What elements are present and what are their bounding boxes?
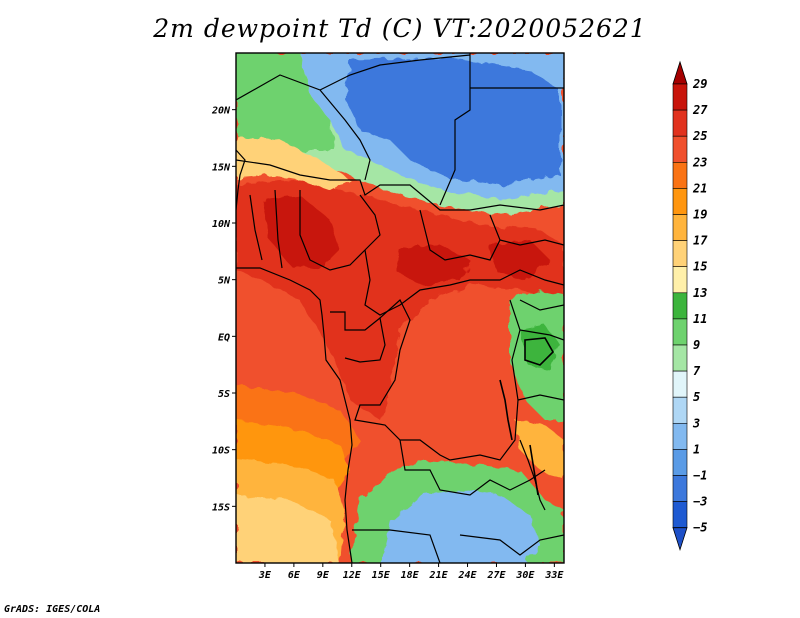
field-green-northwest xyxy=(236,53,335,150)
colorbar-segment xyxy=(672,266,688,294)
lon-tick-label: 18E xyxy=(401,570,420,581)
border-algeria xyxy=(236,74,371,181)
lat-tick-label: EQ xyxy=(218,332,230,343)
lon-tick-label: 27E xyxy=(486,570,506,581)
border-nigeria xyxy=(299,190,381,271)
latitude-axis: 20N 15N 10N 5N EQ 5S 10S 15S xyxy=(211,106,236,513)
colorbar-label: 9 xyxy=(693,338,700,352)
colorbar-label: 7 xyxy=(693,364,701,378)
field-south-dry-blue xyxy=(380,490,540,563)
colorbar-label: 17 xyxy=(693,234,708,248)
lon-tick-label: 15E xyxy=(372,570,391,581)
lon-tick-label: 6E xyxy=(288,570,301,581)
colorbar-label: 5 xyxy=(693,390,700,404)
colorbar-segment xyxy=(672,344,688,372)
field-driest-north xyxy=(345,58,560,185)
border-angola-zambia xyxy=(399,439,546,496)
colorbar-segment xyxy=(672,396,688,424)
lon-tick-label: 30E xyxy=(515,570,535,581)
lat-tick-label: 15N xyxy=(212,162,231,173)
lon-tick-label: 21E xyxy=(429,570,449,581)
colorbar-segment xyxy=(672,370,688,398)
border-cameroon-car xyxy=(364,249,564,316)
field-lake-region xyxy=(520,325,560,370)
colorbar: 29 27 25 23 21 19 17 15 13 11 9 7 5 3 1 −1 −3 −5 xyxy=(672,60,708,552)
field-sahel-yellow xyxy=(236,135,350,190)
lake-tanganyika xyxy=(499,379,513,441)
colorbar-segment xyxy=(672,83,688,111)
colorbar-label: 3 xyxy=(692,416,700,430)
field-darkest-patches xyxy=(262,195,550,285)
border-sahel xyxy=(236,159,564,211)
colorbar-label: 21 xyxy=(692,181,707,195)
coastline-west-africa xyxy=(236,149,353,563)
colorbar-label: −1 xyxy=(693,469,707,483)
field-south-atlantic-15 xyxy=(236,495,340,563)
colorbar-label: 15 xyxy=(693,260,707,274)
colorbar-label: 11 xyxy=(693,312,707,326)
colorbar-label: 19 xyxy=(693,208,707,222)
lat-tick-label: 20N xyxy=(211,106,231,117)
colorbar-label: 1 xyxy=(693,442,700,456)
border-libya-chad xyxy=(319,53,471,206)
border-sudan-southsudan xyxy=(499,239,564,246)
grads-credit: GrADS: IGES/COLA xyxy=(4,604,101,615)
colorbar-top-arrow xyxy=(672,60,688,85)
lon-tick-label: 12E xyxy=(343,570,362,581)
colorbar-segment xyxy=(672,318,688,346)
colorbar-segment xyxy=(672,135,688,163)
lat-tick-label: 10S xyxy=(212,446,230,457)
colorbar-label: 25 xyxy=(692,129,707,143)
border-southern xyxy=(352,529,564,563)
colorbar-segment xyxy=(672,292,688,320)
lat-tick-label: 15S xyxy=(212,502,230,513)
longitude-axis: 3E 6E 9E 12E 15E 18E 21E 24E 27E 30E 33E xyxy=(258,563,564,581)
map-title: 2m dewpoint Td (C) VT:2020052621 xyxy=(153,14,647,43)
colorbar-segment xyxy=(672,188,688,215)
lake-victoria xyxy=(524,337,554,366)
lon-tick-label: 24E xyxy=(457,570,477,581)
colorbar-label: −5 xyxy=(693,521,707,535)
lat-tick-label: 5S xyxy=(218,389,230,400)
field-east-highlands-2 xyxy=(515,420,564,480)
map-frame xyxy=(235,52,565,564)
colorbar-segment xyxy=(672,162,688,189)
colorbar-segment xyxy=(672,214,688,241)
colorbar-segment xyxy=(672,240,688,268)
colorbar-label: 13 xyxy=(693,286,707,300)
colorbar-label: 29 xyxy=(692,77,707,91)
dewpoint-field xyxy=(236,53,564,563)
lake-malawi xyxy=(529,444,539,496)
border-ghana-westafrica xyxy=(249,189,283,269)
colorbar-label: 23 xyxy=(692,155,707,169)
colorbar-label: −3 xyxy=(693,495,707,509)
lat-tick-label: 5N xyxy=(218,276,231,287)
colorbar-segment xyxy=(672,475,688,502)
lat-tick-label: 10N xyxy=(212,219,231,230)
colorbar-segment xyxy=(672,449,688,476)
border-drc xyxy=(354,299,521,461)
border-east-africa xyxy=(517,299,564,401)
lon-tick-label: 33E xyxy=(544,570,564,581)
colorbar-segment xyxy=(672,109,688,137)
lon-tick-label: 9E xyxy=(317,570,330,581)
borders xyxy=(236,53,564,563)
colorbar-segment xyxy=(672,422,688,450)
colorbar-label: 27 xyxy=(692,103,708,117)
colorbar-segment xyxy=(672,501,688,529)
colorbar-bottom-arrow xyxy=(672,527,688,552)
lon-tick-label: 3E xyxy=(258,570,272,581)
